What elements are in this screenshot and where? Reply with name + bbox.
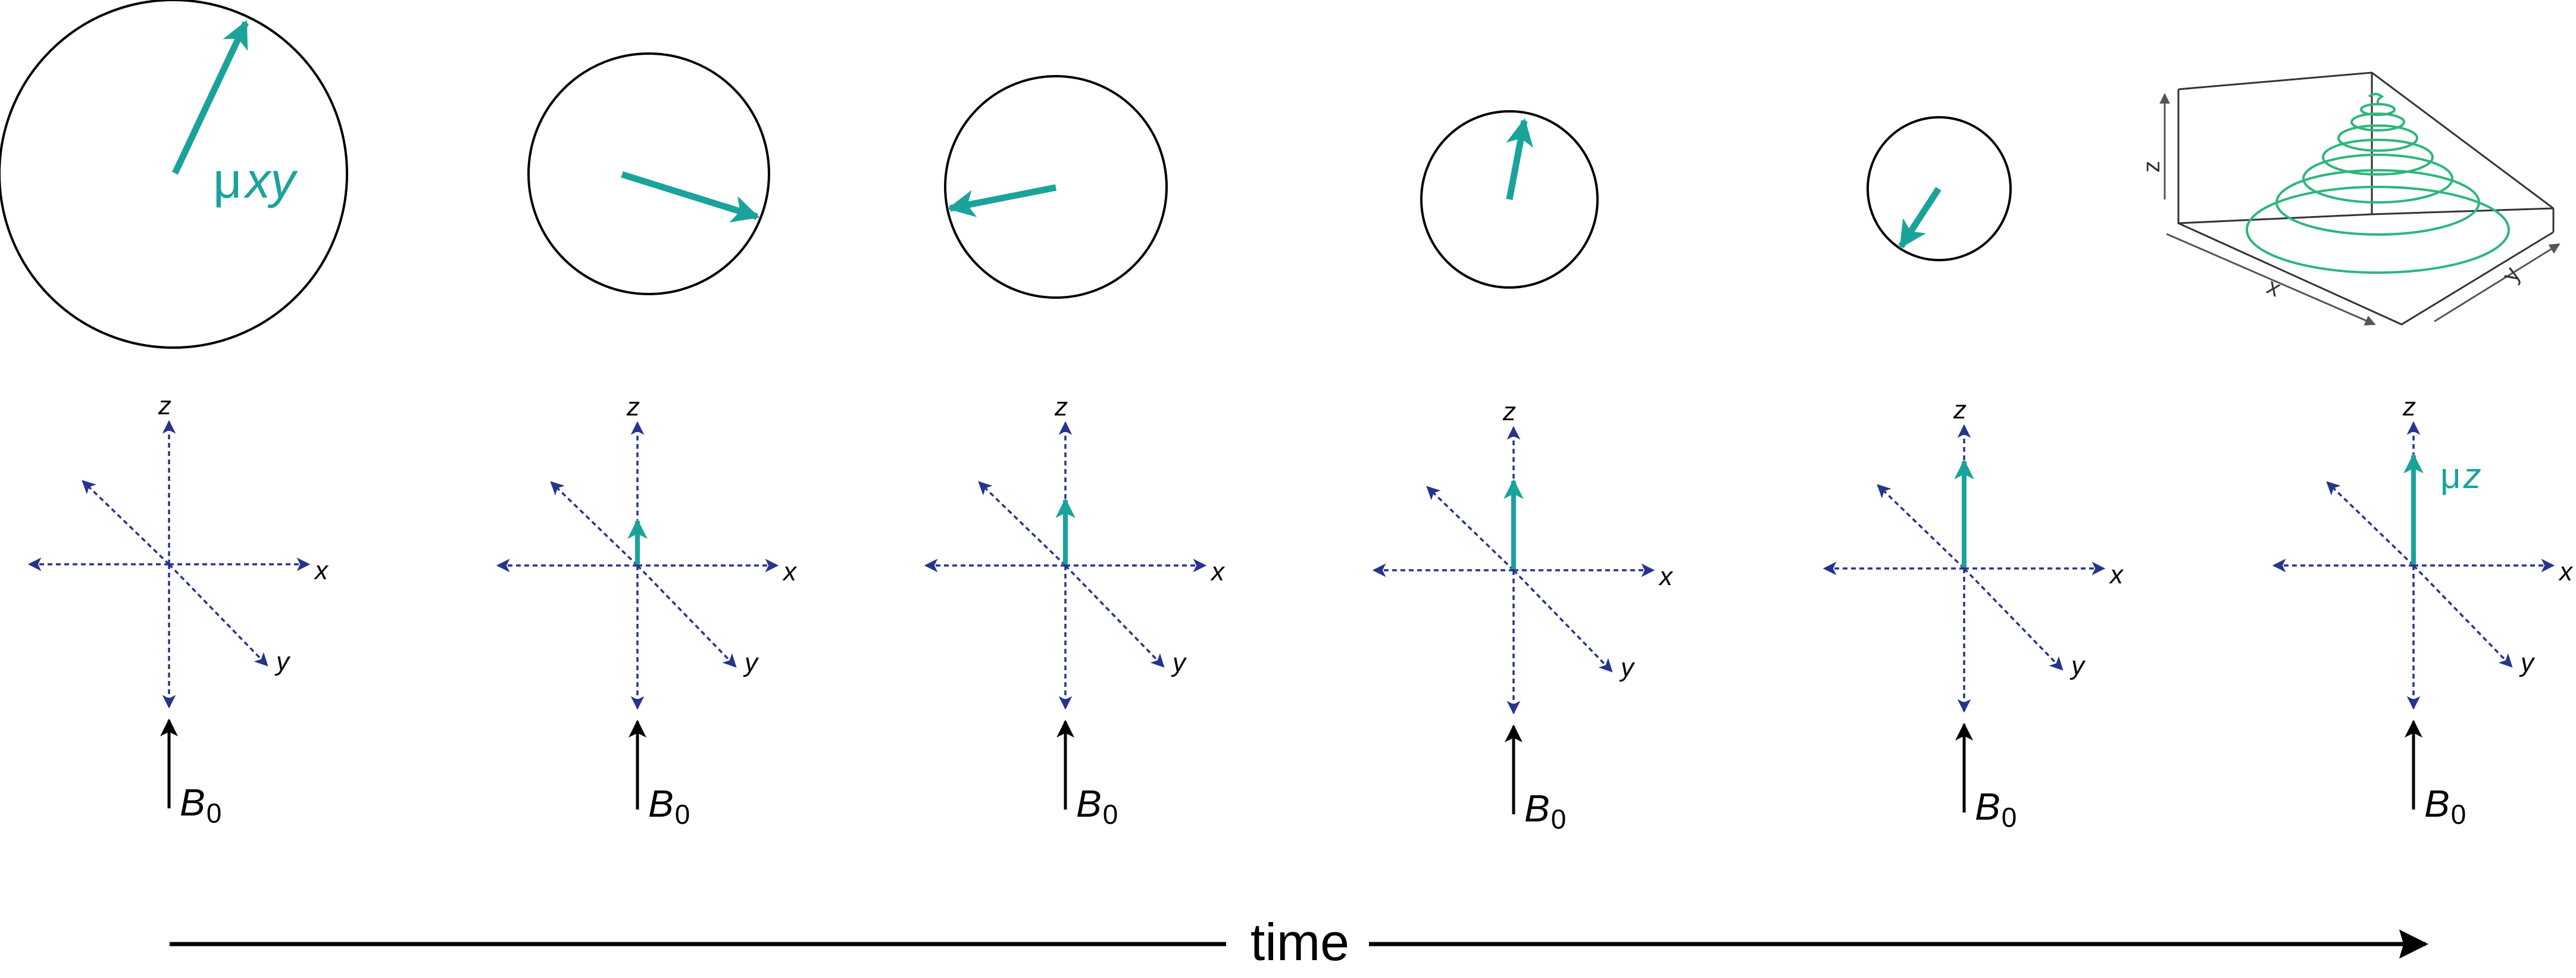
b0-label: B0 xyxy=(648,782,690,830)
decay-spiral xyxy=(2246,93,2510,274)
transverse-panel-1: μxy xyxy=(0,0,348,349)
mu-xy-arrow-1 xyxy=(172,20,249,175)
x-axis-label: x xyxy=(314,556,329,585)
precession-circle-2 xyxy=(527,52,770,295)
spiral-3d-plot: z x y xyxy=(2139,71,2561,326)
axes-panel-2: z x y B0 xyxy=(496,392,798,830)
y-axis-label: y xyxy=(1171,648,1187,677)
precession-circle-4 xyxy=(1420,110,1599,289)
mu-xy-arrow-2 xyxy=(621,171,760,223)
y-axis-label: y xyxy=(2519,648,2536,677)
b0-label: B0 xyxy=(1524,787,1566,835)
mu-z-label: μz xyxy=(2440,456,2481,496)
z-axis-label: z xyxy=(1953,395,1967,424)
mu-xy-label: μxy xyxy=(213,152,298,208)
mu-xy-arrow-3 xyxy=(947,184,1057,217)
b0-main: B xyxy=(2424,782,2450,825)
x-axis-label: x xyxy=(2109,560,2124,589)
plot-z-label: z xyxy=(2139,161,2165,173)
mu-symbol: μ xyxy=(2440,456,2461,496)
y-axis-negative xyxy=(1426,486,1515,571)
b0-label: B0 xyxy=(1076,782,1118,830)
z-axis-label: z xyxy=(626,392,640,421)
y-axis-positive xyxy=(1963,567,2064,671)
transverse-row: μxy xyxy=(0,0,2561,349)
y-axis-label: y xyxy=(743,648,759,677)
z-axis-label: z xyxy=(1502,397,1516,426)
y-axis-label: y xyxy=(2069,651,2086,680)
axes-panel-5: z x y B0 xyxy=(1822,395,2124,833)
z-axis-label: z xyxy=(2402,392,2416,421)
y-axis-negative xyxy=(2326,481,2415,567)
plot-box xyxy=(2177,71,2555,326)
axes-panel-4: z x y B0 xyxy=(1372,397,1674,835)
xy-subscript: xy xyxy=(243,152,298,208)
transverse-panel-3 xyxy=(944,75,1168,299)
b0-subscript: 0 xyxy=(2451,799,2466,830)
b0-main: B xyxy=(1524,787,1550,830)
b0-subscript: 0 xyxy=(207,798,222,829)
y-axis-positive xyxy=(636,564,737,668)
mu-xy-arrow-4 xyxy=(1506,118,1533,201)
y-axis-positive xyxy=(1512,569,1613,673)
b0-main: B xyxy=(180,781,205,824)
z-subscript: z xyxy=(2463,456,2481,496)
y-axis-negative xyxy=(550,481,639,567)
x-axis-label: x xyxy=(782,557,798,586)
mu-symbol: μ xyxy=(213,152,242,208)
b0-main: B xyxy=(648,782,674,825)
x-axis-label: x xyxy=(1658,562,1674,591)
y-axis-negative xyxy=(1877,484,1965,570)
y-axis-positive xyxy=(1064,564,1165,668)
b0-subscript: 0 xyxy=(675,799,690,830)
x-axis-label: x xyxy=(2558,557,2574,586)
time-label: time xyxy=(1251,913,1349,971)
z-axis-label: z xyxy=(1054,392,1068,421)
transverse-panel-2 xyxy=(527,52,770,295)
y-axis-negative xyxy=(82,480,170,565)
precession-circle-3 xyxy=(944,75,1168,299)
b0-subscript: 0 xyxy=(2002,802,2017,833)
precession-circle-5 xyxy=(1867,116,2012,261)
b0-subscript: 0 xyxy=(1103,799,1118,830)
y-axis-label: y xyxy=(1619,653,1636,682)
axes-panel-1: z x y B0 xyxy=(27,391,329,829)
b0-main: B xyxy=(1975,785,2000,828)
plot-x-axis-arrow xyxy=(2166,233,2376,326)
b0-label: B0 xyxy=(1975,785,2017,833)
transverse-panel-4 xyxy=(1420,110,1599,289)
y-axis-label: y xyxy=(274,647,291,676)
plot-y-axis-arrow xyxy=(2434,243,2561,323)
y-axis-negative xyxy=(978,481,1067,567)
b0-label: B0 xyxy=(2424,782,2466,830)
transverse-panel-5 xyxy=(1867,116,2012,261)
z-axis-label: z xyxy=(158,391,171,420)
b0-subscript: 0 xyxy=(1551,804,1567,835)
time-axis: time xyxy=(170,913,2428,971)
y-axis-positive xyxy=(2412,564,2513,668)
plot-y-label: y xyxy=(2497,263,2525,286)
x-axis-label: x xyxy=(1210,557,1226,586)
b0-main: B xyxy=(1076,782,1102,825)
y-axis-positive xyxy=(168,563,268,667)
mu-xy-arrow-5 xyxy=(1898,187,1942,249)
precession-circle-1 xyxy=(0,0,348,349)
b0-label: B0 xyxy=(180,781,221,829)
axes-panel-3: z x y B0 xyxy=(924,392,1226,830)
